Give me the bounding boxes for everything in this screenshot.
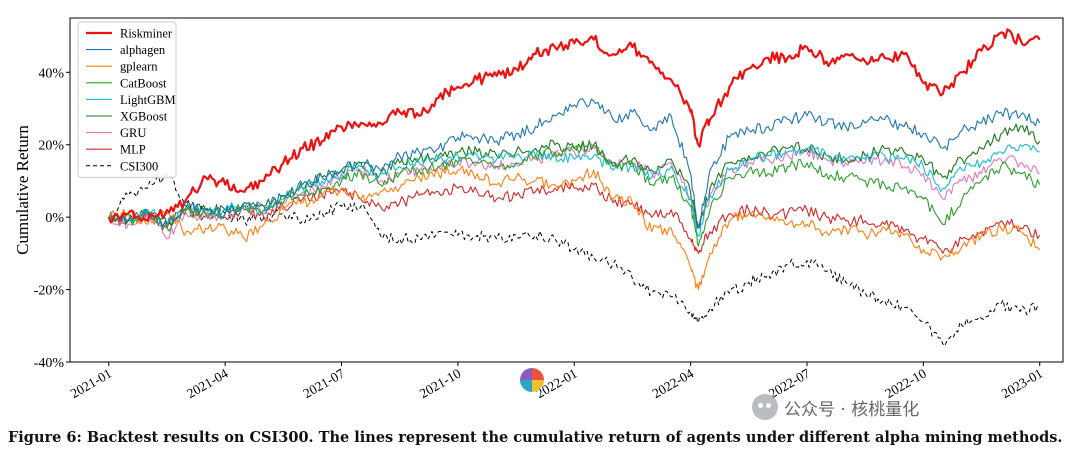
y-tick-label: 40%	[38, 66, 64, 81]
series-line-riskminer	[107, 28, 1041, 224]
wechat-icon	[752, 394, 778, 420]
x-tick-label: 2023-01	[999, 366, 1045, 401]
legend-label-catboost: CatBoost	[120, 76, 167, 90]
y-tick-label: -20%	[34, 284, 65, 299]
legend-box	[77, 21, 177, 178]
series-line-csi300	[108, 173, 1041, 347]
y-tick-label: 20%	[38, 139, 64, 154]
x-tick-label: 2021-01	[68, 366, 114, 401]
watermark: 公众号 · 核桃量化	[752, 392, 919, 422]
x-tick-label: 2021-07	[301, 365, 348, 401]
series-line-mlp	[108, 181, 1041, 254]
x-tick-label: 2022-04	[650, 365, 697, 401]
y-tick-label: -40%	[34, 356, 65, 371]
series-line-gplearn	[108, 165, 1041, 291]
logo-badge-icon	[520, 368, 544, 392]
y-tick-label: 0%	[45, 211, 64, 226]
x-tick-label: 2021-10	[417, 365, 464, 401]
figure-caption: Figure 6: Backtest results on CSI300. Th…	[8, 429, 1063, 446]
series-line-alphagen	[108, 98, 1041, 229]
series-line-xgboost	[108, 123, 1041, 229]
plot-frame	[69, 17, 1064, 363]
x-tick-label: 2021-04	[184, 365, 231, 401]
legend-label-csi300: CSI300	[120, 159, 158, 173]
chart: -40% -20% 0% 20% 40% 2021-01 2021-04 2021-07 202…	[13, 17, 1064, 401]
legend-label-xgboost: XGBoost	[120, 110, 168, 124]
y-axis-label: Cumulative Return	[13, 125, 32, 255]
legend-label-alphagen: alphagen	[120, 43, 166, 57]
legend-label-gru: GRU	[120, 126, 146, 140]
series-line-lightgbm	[108, 144, 1040, 237]
legend-label-lightgbm: LightGBM	[120, 93, 176, 107]
watermark-text: 公众号 · 核桃量化	[784, 399, 920, 420]
series-line-catboost	[108, 141, 1041, 247]
legend-label-gplearn: gplearn	[120, 60, 158, 74]
legend-label-riskminer: Riskminer	[120, 27, 173, 41]
legend-label-mlp: MLP	[120, 143, 146, 157]
